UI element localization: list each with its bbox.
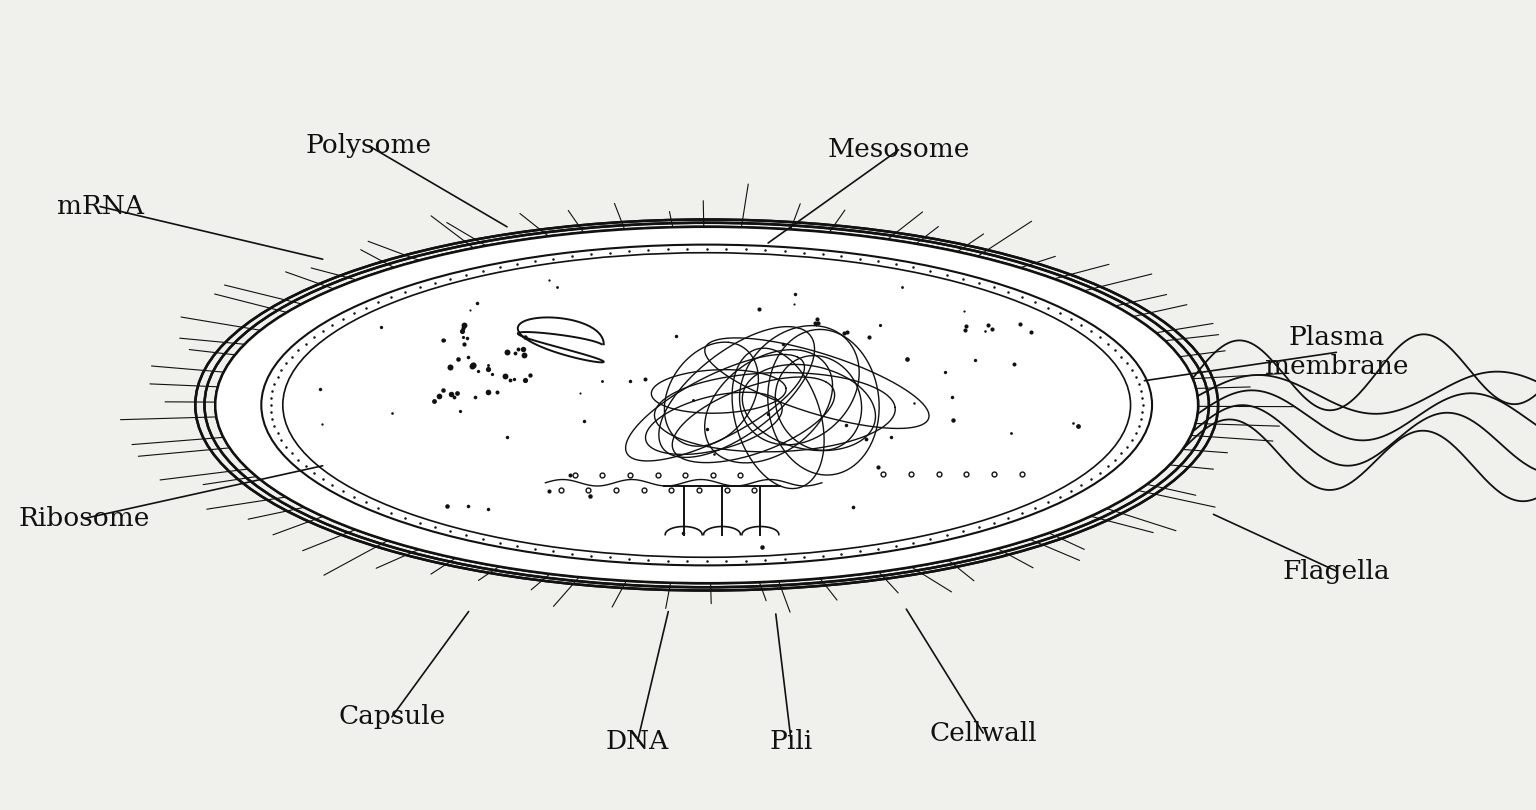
Ellipse shape bbox=[215, 227, 1198, 583]
Text: Polysome: Polysome bbox=[306, 134, 432, 158]
Text: mRNA: mRNA bbox=[57, 194, 143, 219]
Text: Plasma
membrane: Plasma membrane bbox=[1264, 326, 1409, 379]
Text: Capsule: Capsule bbox=[338, 705, 445, 729]
Text: DNA: DNA bbox=[605, 729, 670, 753]
Text: Mesosome: Mesosome bbox=[828, 138, 969, 162]
Text: Pili: Pili bbox=[770, 729, 813, 753]
Ellipse shape bbox=[283, 253, 1130, 557]
Text: Flagella: Flagella bbox=[1283, 559, 1390, 583]
Ellipse shape bbox=[261, 245, 1152, 565]
Text: Ribosome: Ribosome bbox=[18, 506, 151, 531]
Text: Cellwall: Cellwall bbox=[929, 721, 1037, 745]
